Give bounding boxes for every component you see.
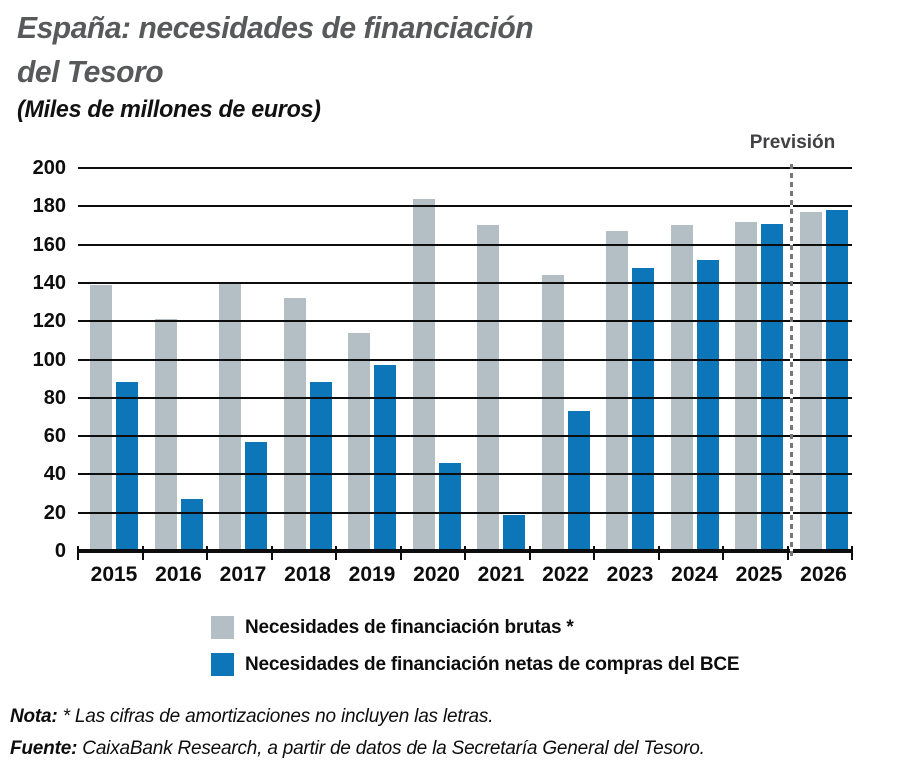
plot-area: 2015 2016 2017 2018 2019 2020 2021 2022 2023 2024… [33,157,853,586]
x-axis-label-2018: 2018 [284,563,331,586]
gridline-20 [78,511,852,514]
source-text: CaixaBank Research, a partir de datos de… [77,738,705,759]
x-axis-tick [270,546,273,560]
x-axis-label-2022: 2022 [542,563,589,586]
bar-netas-2021 [503,514,525,551]
x-axis-tick [786,546,789,560]
y-axis-label-100: 100 [32,348,66,371]
bar-netas-2018 [309,382,332,551]
x-axis-label-2021: 2021 [477,563,525,586]
y-axis-label-40: 40 [43,463,66,486]
source-prefix: Fuente: [10,738,78,759]
bar-brutas-2019 [348,332,370,551]
gridline-60 [78,435,852,438]
bar-brutas-2023 [606,231,628,551]
gridline-160 [78,243,852,246]
bar-netas-2024 [696,259,719,551]
bar-brutas-2024 [670,225,693,551]
x-axis-tick [851,546,853,560]
y-axis-label-140: 140 [32,271,66,294]
chart-subtitle: (Miles de millones de euros) [17,96,321,123]
legend-label-netas: Necesidades de financiación netas de com… [245,653,740,675]
gridline-80 [78,396,852,399]
bar-netas-2025 [761,223,783,551]
x-axis-tick [722,546,724,560]
x-axis-label-2023: 2023 [606,563,654,586]
x-axis-label-2019: 2019 [348,563,396,586]
gridline-200 [78,167,852,169]
bar-brutas-2018 [283,298,306,551]
gridline-40 [78,473,852,476]
x-axis-tick [593,546,595,560]
bar-brutas-2025 [735,221,757,551]
y-axis-label-80: 80 [43,386,66,409]
bar-netas-2015 [116,382,138,551]
bar-netas-2017 [245,441,267,551]
x-axis-tick [77,546,79,560]
x-axis-label-2020: 2020 [413,563,460,586]
x-axis-tick [335,546,337,560]
legend-item-netas: Necesidades de financiación netas de com… [211,653,740,676]
x-axis-label-2015: 2015 [90,563,138,586]
y-axis-label-0: 0 [54,540,66,562]
y-axis-label-180: 180 [32,195,66,218]
legend-item-brutas: Necesidades de financiación brutas * [211,616,739,639]
x-axis-label-2026: 2026 [800,563,847,586]
source-line: Fuente: CaixaBank Research, a partir de … [10,733,705,765]
bar-brutas-2026 [799,212,822,551]
x-axis-label-2017: 2017 [219,563,267,586]
bar-netas-2020 [438,462,461,551]
y-axis-label-60: 60 [43,425,66,448]
note-text: * Las cifras de amortizaciones no incluy… [57,706,494,727]
legend-label-brutas: Necesidades de financiación brutas * [245,616,574,638]
y-axis-label-160: 160 [32,233,66,256]
y-axis-label-20: 20 [43,501,66,524]
x-axis-tick [206,546,208,560]
x-axis-tick [528,546,531,560]
x-axis-label-2024: 2024 [671,563,718,586]
y-axis-label-120: 120 [32,310,66,333]
note-line: Nota: * Las cifras de amortizaciones no … [10,701,705,733]
legend-swatch-blue [211,653,234,676]
bar-netas-2026 [825,210,848,551]
bar-brutas-2015 [90,284,112,551]
chart-title: España: necesidades de financiación del … [17,10,534,89]
bar-netas-2016 [180,499,203,551]
gridline-140 [78,281,852,284]
forecast-dashed-line [790,164,793,558]
x-axis-label-2025: 2025 [735,563,783,586]
x-axis-tick [657,546,660,560]
bar-netas-2019 [374,365,396,551]
x-axis-tick [399,546,402,560]
x-axis [78,549,852,553]
x-axis-label-2016: 2016 [155,563,202,586]
bar-netas-2022 [567,411,590,551]
forecast-label: Previsión [749,132,836,153]
footnotes: Nota: * Las cifras de amortizaciones no … [10,701,705,765]
x-axis-tick [464,546,466,560]
gridline-180 [78,205,852,208]
bar-brutas-2022 [541,275,564,551]
note-prefix: Nota: [10,706,58,727]
bar-brutas-2017 [219,282,241,551]
legend-swatch-gray [211,616,234,639]
gridline-120 [78,320,852,323]
gridline-100 [78,358,852,361]
bar-netas-2023 [632,267,654,551]
bar-brutas-2020 [412,198,435,551]
legend: Necesidades de financiación brutas * Nec… [211,616,740,690]
y-axis-label-200: 200 [32,157,66,179]
x-axis-tick [141,546,144,560]
bar-brutas-2021 [477,225,499,551]
